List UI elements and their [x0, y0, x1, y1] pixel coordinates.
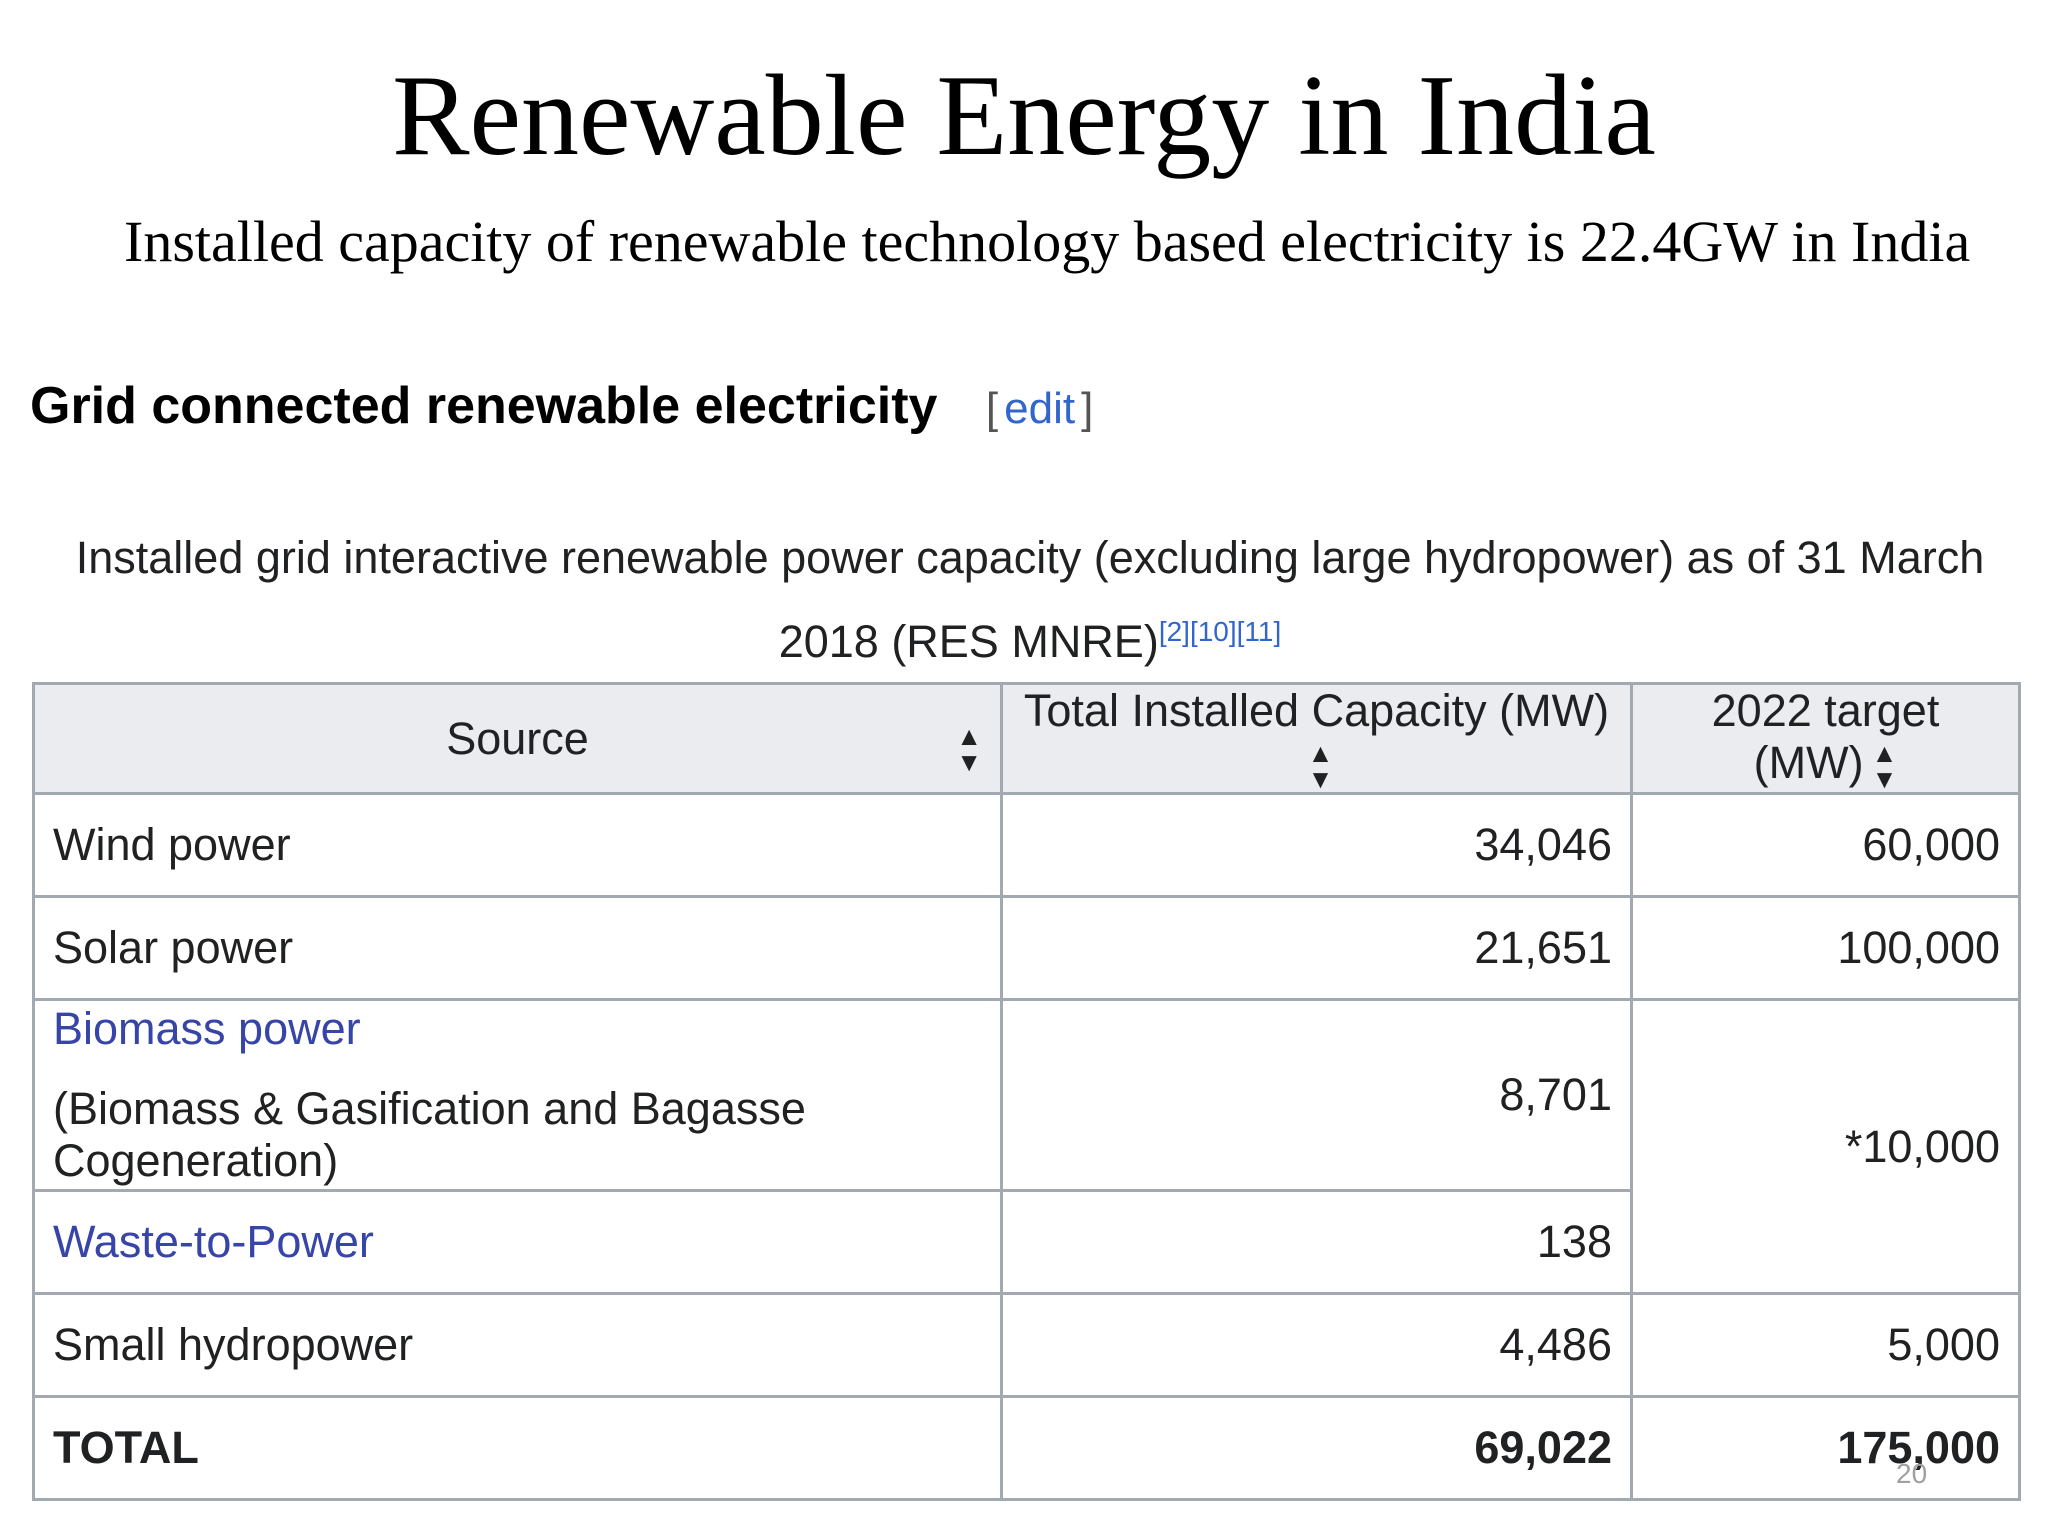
cell-source: Wind power: [32, 792, 1003, 899]
table-row: Small hydropower 4,486 5,000: [32, 1292, 2021, 1399]
column-header-capacity[interactable]: Total Installed Capacity (MW)▲ ▼: [1000, 681, 1633, 796]
renewable-capacity-table: Source ▲ ▼ Total Installed Capacity (MW)▲…: [32, 681, 2021, 1502]
edit-section: [edit]: [986, 384, 1093, 433]
section-heading-text: Grid connected renewable electricity: [30, 377, 938, 435]
column-header-label: Source: [446, 712, 589, 764]
slide-subtitle: Installed capacity of renewable technolo…: [124, 209, 1971, 274]
table-row: Biomass power (Biomass & Gasification an…: [32, 998, 2021, 1296]
caption-references[interactable]: [2][10][11]: [1158, 616, 1282, 647]
table-row: Solar power 21,651 100,000: [32, 895, 2021, 1002]
cell-source: Waste-to-Power: [32, 1189, 1003, 1296]
edit-link[interactable]: edit: [1004, 384, 1076, 433]
cell-source: Solar power: [32, 895, 1003, 1002]
cell-target: 60,000: [1630, 792, 2021, 899]
cell-target: 100,000: [1630, 895, 2021, 1002]
column-header-source[interactable]: Source ▲ ▼: [32, 681, 1003, 796]
biomass-power-link[interactable]: Biomass power: [53, 1003, 361, 1055]
cell-capacity: 21,651: [1000, 895, 1633, 1002]
sort-updown-icon[interactable]: ▲ ▼: [1307, 738, 1334, 795]
cell-capacity: 8,701: [1000, 998, 1633, 1193]
table-caption: Installed grid interactive renewable pow…: [30, 516, 2030, 684]
page-number: 20: [1896, 1458, 1928, 1489]
edit-bracket-close: ]: [1081, 384, 1094, 433]
edit-bracket-open: [: [985, 384, 999, 433]
cell-target: 5,000: [1630, 1292, 2021, 1399]
table-row: Wind power 34,046 60,000: [32, 792, 2021, 899]
waste-to-power-link[interactable]: Waste-to-Power: [53, 1216, 374, 1268]
table-caption-text: Installed grid interactive renewable pow…: [75, 532, 1985, 667]
section-heading: Grid connected renewable electricity [ed…: [30, 374, 1093, 441]
column-header-label: Total Installed Capacity (MW): [1023, 685, 1610, 736]
cell-capacity: 34,046: [1000, 792, 1633, 899]
column-header-target[interactable]: 2022 target (MW) ▲ ▼: [1630, 681, 2021, 796]
cell-capacity: 69,022: [1000, 1395, 1633, 1502]
cell-source: Biomass power (Biomass & Gasification an…: [32, 998, 1003, 1193]
cell-capacity: 4,486: [1000, 1292, 1633, 1399]
cell-source: Small hydropower: [32, 1292, 1003, 1399]
table-total-row: TOTAL 69,022 175,000: [32, 1395, 2021, 1502]
column-header-label: 2022 target (MW): [1711, 685, 1940, 788]
sort-updown-icon[interactable]: ▲ ▼: [956, 721, 982, 777]
cell-target-merged: *10,000: [1630, 998, 2021, 1296]
sort-updown-icon[interactable]: ▲ ▼: [1871, 738, 1898, 795]
table-row: Waste-to-Power 138: [32, 1189, 2020, 1296]
slide-title: Renewable Energy in India: [392, 52, 1656, 180]
table-header-row: Source ▲ ▼ Total Installed Capacity (MW)▲…: [32, 681, 2021, 796]
cell-source: TOTAL: [32, 1395, 1003, 1502]
biomass-note: (Biomass & Gasification and Bagasse Coge…: [53, 1083, 806, 1187]
cell-capacity: 138: [1000, 1189, 1633, 1296]
cell-target: 175,000: [1630, 1395, 2021, 1502]
